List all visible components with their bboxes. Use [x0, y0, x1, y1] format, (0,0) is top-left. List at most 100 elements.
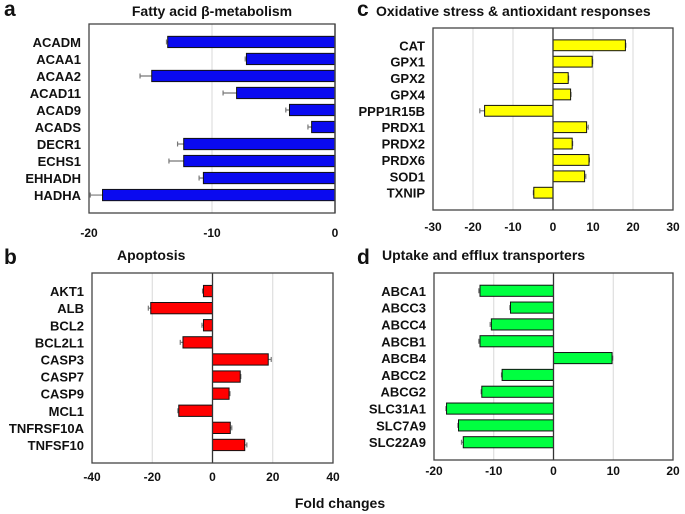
bar-echs1	[183, 154, 336, 168]
panel-label: d	[357, 246, 370, 269]
bar-acads	[311, 120, 336, 134]
x-tick-label: 10	[586, 220, 600, 234]
category-label: ACAD9	[36, 103, 81, 118]
x-tick-label: -20	[425, 464, 443, 478]
panel-label: b	[4, 246, 17, 269]
category-label: ACAA2	[36, 69, 81, 84]
category-label: ABCC4	[381, 317, 427, 332]
category-label: ALB	[57, 301, 84, 316]
bar-sod1	[552, 170, 586, 183]
category-label: GPX4	[390, 87, 425, 102]
panel-c: c Oxidative stress & antioxidant response…	[357, 0, 680, 234]
bar-prdx1	[552, 121, 588, 134]
bar-acaa2	[151, 69, 336, 83]
plot-frame	[91, 272, 334, 464]
plot-frame	[432, 27, 674, 211]
x-tick-label: -10	[485, 464, 503, 478]
category-label: CAT	[399, 38, 425, 53]
bar-mcl1	[178, 404, 213, 417]
bar-tnfsf10	[212, 438, 246, 452]
category-label: SLC31A1	[369, 402, 426, 417]
panel-title: Fatty acid β-metabolism	[132, 3, 292, 19]
category-label: ACAA1	[36, 52, 81, 67]
category-label: PRDX1	[382, 120, 425, 135]
panel-b: b Apoptosis -40 -20 0 20 40 AKT1 ALB BCL2 BCL2L1 CA…	[4, 246, 340, 484]
bar-acaa1	[245, 52, 336, 66]
bar-acad11	[236, 86, 336, 100]
category-label: ABCC2	[381, 368, 426, 383]
panel-title: Apoptosis	[117, 247, 186, 263]
category-label: AKT1	[50, 284, 84, 299]
category-label: ACADM	[33, 35, 81, 50]
panel-title: Uptake and efflux transporters	[382, 247, 585, 263]
category-label: PPP1R15B	[359, 104, 425, 119]
x-tick-label: -20	[80, 226, 98, 240]
bar-decr1	[183, 137, 336, 151]
x-tick-label: -30	[424, 220, 442, 234]
category-label: SLC22A9	[369, 435, 426, 450]
x-tick-label: -10	[504, 220, 522, 234]
bar-hadha	[102, 188, 336, 202]
x-axis-label: Fold changes	[295, 495, 385, 511]
x-tick-label: 30	[666, 220, 680, 234]
category-label: HADHA	[34, 188, 82, 203]
bar-slc7a9	[457, 419, 554, 432]
bar-bcl2	[202, 319, 213, 332]
x-tick-label: 20	[666, 464, 680, 478]
bar-abcc4	[490, 318, 554, 331]
category-label: TXNIP	[387, 186, 426, 201]
bar-abcb4	[553, 352, 613, 365]
category-label: TNFSF10	[28, 438, 84, 453]
category-label: MCL1	[49, 404, 84, 419]
category-label: SLC7A9	[376, 418, 426, 433]
bar-alb	[150, 302, 213, 315]
category-label: BCL2L1	[35, 335, 84, 350]
category-label: ECHS1	[38, 154, 81, 169]
bar-casp9	[212, 387, 230, 400]
bar-abca1	[479, 284, 555, 297]
x-tick-label: -20	[144, 470, 162, 484]
category-label: GPX1	[390, 55, 425, 70]
bar-abcg2	[481, 385, 554, 398]
category-label: CASP7	[41, 370, 84, 385]
category-label: ACAD11	[30, 86, 81, 101]
bar-acad9	[288, 103, 336, 117]
bar-prdx6	[552, 154, 590, 166]
category-label: PRDX6	[382, 153, 425, 168]
category-label: PRDX2	[382, 137, 425, 152]
bar-slc22a9	[462, 436, 554, 449]
category-label: ABCG2	[380, 385, 426, 400]
bar-ehhadh	[202, 171, 336, 185]
x-tick-label: 10	[607, 464, 621, 478]
panel-a: a Fatty acid β-metabolism -20 -10 0 ACADM ACAA…	[4, 0, 339, 240]
x-tick-label: 0	[550, 464, 557, 478]
bar-gpx2	[552, 72, 569, 84]
x-tick-label: -20	[464, 220, 482, 234]
category-label: CASP3	[41, 352, 84, 367]
x-tick-label: -10	[203, 226, 221, 240]
bar-abcc2	[501, 368, 554, 381]
category-label: DECR1	[37, 137, 81, 152]
bar-tnfrsf10a	[212, 421, 231, 434]
x-tick-label: 20	[266, 470, 280, 484]
category-label: ABCB4	[381, 351, 427, 366]
x-tick-label: 40	[326, 470, 340, 484]
plot-frame	[433, 272, 674, 461]
bar-abcc3	[509, 301, 555, 314]
x-tick-label: 0	[332, 226, 339, 240]
panel-d: d Uptake and efflux transporters -20 -10 0 10…	[357, 246, 680, 478]
category-label: SOD1	[390, 169, 425, 184]
category-label: TNFRSF10A	[9, 421, 85, 436]
category-label: BCL2	[50, 318, 84, 333]
panel-label: a	[4, 0, 16, 21]
x-tick-label: 20	[626, 220, 640, 234]
category-label: EHHADH	[25, 171, 81, 186]
bar-gpx1	[552, 55, 593, 68]
bar-ppp1r15b	[484, 104, 554, 117]
category-label: ABCB1	[381, 334, 426, 349]
plot-frame	[88, 23, 336, 214]
bar-txnip	[533, 186, 554, 199]
bar-cat	[552, 39, 626, 52]
